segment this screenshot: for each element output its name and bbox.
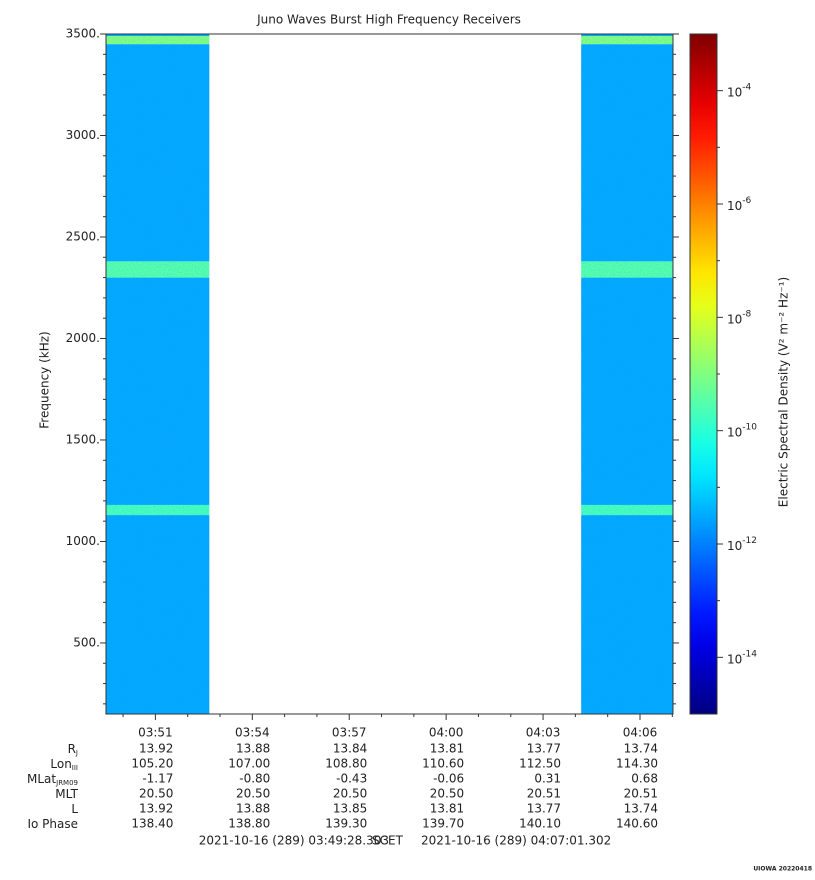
ephemeris-value: 20.51 <box>624 787 658 801</box>
colorbar-tick-base: 10 <box>727 652 742 666</box>
x-tick-label: 04:06 <box>623 726 658 740</box>
ephemeris-value: 13.85 <box>333 802 367 816</box>
ephemeris-value: 138.40 <box>131 817 173 831</box>
y-axis-label: Frequency (kHz) <box>38 331 52 428</box>
ephemeris-value: 13.92 <box>139 742 173 756</box>
noise-texture <box>106 34 210 714</box>
ephemeris-label: L <box>71 802 78 816</box>
ephemeris-label-subscript: J <box>75 749 78 757</box>
ephemeris-value: 108.80 <box>325 757 367 771</box>
scet-label: SCET <box>372 834 404 848</box>
plot-frame <box>105 33 674 715</box>
ephemeris-value: 20.50 <box>333 787 367 801</box>
colorbar-tick-exponent: -12 <box>742 536 757 546</box>
y-tick-label: 2500. <box>66 229 100 243</box>
ephemeris-value: 0.68 <box>631 772 658 786</box>
ephemeris-value: 13.74 <box>624 802 658 816</box>
ephemeris-value: -1.17 <box>142 772 173 786</box>
y-tick-label: 500. <box>73 635 100 649</box>
noise-texture <box>581 34 673 714</box>
ephemeris-value: 13.88 <box>236 742 270 756</box>
ephemeris-value: 139.70 <box>422 817 464 831</box>
ephemeris-value: 13.81 <box>430 802 464 816</box>
colorbar-tick-exponent: -10 <box>742 422 757 432</box>
ephemeris-value: 139.30 <box>325 817 367 831</box>
y-tick-label: 1000. <box>66 534 100 548</box>
ephemeris-value: 13.77 <box>527 742 561 756</box>
colorbar-tick-exponent: -4 <box>742 82 751 92</box>
ephemeris-label: RJ <box>68 742 78 758</box>
ephemeris-label-subscript: III <box>72 764 78 772</box>
ephemeris-label-text: Io Phase <box>27 817 78 831</box>
ephemeris-value: 20.50 <box>430 787 464 801</box>
colorbar-tick-label: 10-12 <box>727 536 757 553</box>
ephemeris-value: 107.00 <box>228 757 270 771</box>
ephemeris-value: 13.77 <box>527 802 561 816</box>
ephemeris-value: 20.50 <box>139 787 173 801</box>
colorbar-tick-exponent: -14 <box>742 649 757 659</box>
x-tick-label: 03:57 <box>332 726 367 740</box>
ephemeris-value: -0.43 <box>336 772 367 786</box>
end-time: 2021-10-16 (289) 04:07:01.302 <box>421 834 611 848</box>
ephemeris-value: 13.81 <box>430 742 464 756</box>
ephemeris-label-text: Lon <box>50 757 71 771</box>
ephemeris-value: 138.80 <box>228 817 270 831</box>
ephemeris-value: 13.88 <box>236 802 270 816</box>
ephemeris-label-text: L <box>71 802 78 816</box>
ephemeris-value: 112.50 <box>519 757 561 771</box>
ephemeris-label: LonIII <box>50 757 78 773</box>
colorbar-label: Electric Spectral Density (V² m⁻² Hz⁻¹) <box>777 277 791 507</box>
y-tick-label: 3500. <box>66 27 100 41</box>
colorbar <box>689 33 718 715</box>
ephemeris-value: -0.80 <box>239 772 270 786</box>
ephemeris-label-text: R <box>68 742 76 756</box>
colorbar-tick-base: 10 <box>727 539 742 553</box>
ephemeris-label: MLT <box>55 787 78 801</box>
x-tick-label: 03:51 <box>138 726 173 740</box>
ephemeris-value: -0.06 <box>433 772 464 786</box>
colorbar-tick-base: 10 <box>727 425 742 439</box>
y-tick-label: 3000. <box>66 128 100 142</box>
colorbar-tick-label: 10-6 <box>727 196 752 213</box>
ephemeris-value: 20.51 <box>527 787 561 801</box>
colorbar-tick-exponent: -6 <box>742 196 751 206</box>
colorbar-tick-label: 10-4 <box>727 82 752 99</box>
ephemeris-label-subscript: JRM09 <box>55 779 78 787</box>
ephemeris-value: 140.10 <box>519 817 561 831</box>
ephemeris-value: 13.92 <box>139 802 173 816</box>
ephemeris-value: 110.60 <box>422 757 464 771</box>
ephemeris-value: 114.30 <box>616 757 658 771</box>
colorbar-tick-label: 10-14 <box>727 649 757 666</box>
ephemeris-value: 0.31 <box>534 772 561 786</box>
colorbar-tick-label: 10-8 <box>727 309 752 326</box>
x-tick-label: 03:54 <box>235 726 270 740</box>
credit: UIOWA 20220418 <box>753 866 812 873</box>
y-tick-label: 2000. <box>66 331 100 345</box>
ephemeris-value: 105.20 <box>131 757 173 771</box>
ephemeris-label-text: MLT <box>55 787 78 801</box>
ephemeris-value: 13.74 <box>624 742 658 756</box>
x-tick-label: 04:03 <box>526 726 561 740</box>
x-tick-label: 04:00 <box>429 726 464 740</box>
colorbar-tick-label: 10-10 <box>727 422 757 439</box>
ephemeris-label: Io Phase <box>27 817 78 831</box>
colorbar-tick-base: 10 <box>727 85 742 99</box>
ephemeris-label-text: MLat <box>27 772 56 786</box>
ephemeris-value: 20.50 <box>236 787 270 801</box>
colorbar-tick-base: 10 <box>727 312 742 326</box>
colorbar-tick-base: 10 <box>727 199 742 213</box>
ephemeris-value: 13.84 <box>333 742 367 756</box>
ephemeris-label: MLatJRM09 <box>27 772 78 788</box>
colorbar-tick-exponent: -8 <box>742 309 751 319</box>
start-time: 2021-10-16 (289) 03:49:28.303 <box>199 834 389 848</box>
y-tick-label: 1500. <box>66 432 100 446</box>
ephemeris-value: 140.60 <box>616 817 658 831</box>
chart-title: Juno Waves Burst High Frequency Receiver… <box>256 13 521 27</box>
